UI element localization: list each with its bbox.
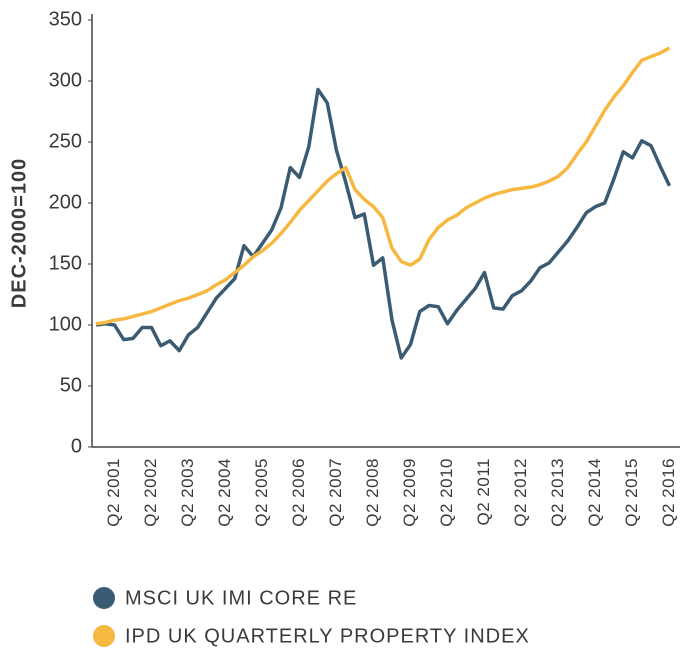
x-tick-label: Q2 2002 [141, 458, 160, 527]
x-tick-label: Q2 2014 [585, 458, 604, 527]
x-tick-label: Q2 2004 [215, 458, 234, 527]
legend-label: IPD UK QUARTERLY PROPERTY INDEX [125, 625, 530, 647]
x-tick-label: Q2 2005 [252, 458, 271, 527]
x-tick-label: Q2 2016 [659, 458, 678, 527]
y-tick-label: 100 [49, 313, 82, 335]
x-tick-label: Q2 2009 [400, 458, 419, 527]
x-tick-label: Q2 2003 [178, 458, 197, 527]
y-tick-label: 150 [49, 252, 82, 274]
x-tick-label: Q2 2012 [511, 458, 530, 527]
y-tick-label: 50 [60, 374, 82, 396]
x-tick-label: Q2 2010 [437, 458, 456, 527]
y-tick-label: 250 [49, 130, 82, 152]
y-tick-label: 300 [49, 69, 82, 91]
y-axis-label: DEC-2000=100 [8, 158, 30, 308]
y-tick-label: 200 [49, 191, 82, 213]
series-line [95, 46, 671, 326]
legend-swatch [93, 625, 115, 647]
x-tick-label: Q2 2006 [289, 458, 308, 527]
legend-label: MSCI UK IMI CORE RE [125, 587, 357, 609]
x-tick-label: Q2 2013 [548, 458, 567, 527]
x-tick-label: Q2 2015 [622, 458, 641, 527]
x-tick-label: Q2 2007 [326, 458, 345, 527]
series-line [95, 87, 672, 360]
y-tick-label: 0 [71, 435, 82, 457]
legend-swatch [93, 587, 115, 609]
x-tick-label: Q2 2001 [104, 458, 123, 527]
x-tick-label: Q2 2008 [363, 458, 382, 527]
x-tick-label: Q2 2011 [474, 458, 493, 525]
y-tick-label: 350 [49, 8, 82, 30]
